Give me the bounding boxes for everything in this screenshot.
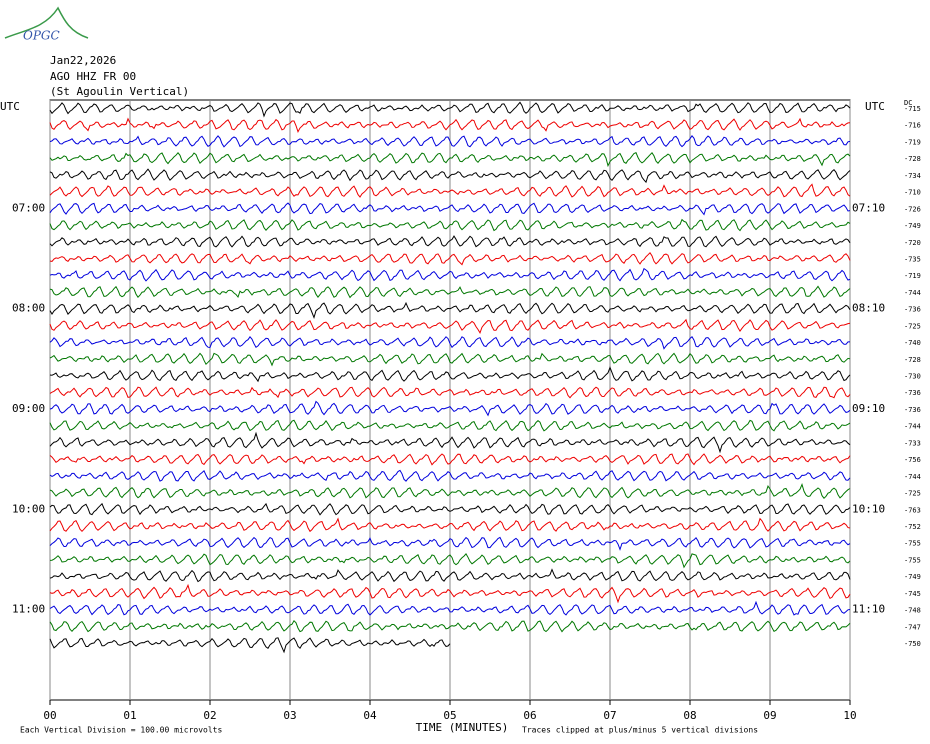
trace: [49, 502, 851, 516]
trace: [49, 101, 851, 118]
trace: [49, 202, 851, 216]
dc-value: -763: [904, 506, 921, 514]
dc-title: DC: [904, 99, 912, 107]
dc-value: -744: [904, 289, 921, 297]
x-axis-title: TIME (MINUTES): [416, 721, 509, 734]
trace: [49, 252, 851, 266]
logo-arc: [4, 6, 89, 39]
trace: [49, 536, 851, 551]
trace: [49, 168, 851, 184]
station-name: (St Agoulin Vertical): [50, 85, 189, 98]
dc-value: -736: [904, 306, 921, 314]
trace: [49, 318, 851, 334]
dc-value: -755: [904, 540, 921, 548]
trace: [49, 453, 851, 466]
trace: [49, 568, 851, 583]
dc-value: -736: [904, 406, 921, 414]
trace: [49, 419, 851, 432]
dc-value: -725: [904, 490, 921, 498]
trace: [49, 218, 851, 232]
right-hour-label: 10:10: [852, 502, 885, 515]
trace: [49, 285, 851, 299]
trace: [49, 600, 851, 616]
trace: [49, 117, 851, 133]
trace: [49, 619, 851, 633]
left-hour-label: 09:00: [12, 402, 45, 415]
trace: [49, 267, 851, 282]
dc-value: -734: [904, 172, 921, 180]
dc-value: -744: [904, 423, 921, 431]
dc-value: -728: [904, 155, 921, 163]
trace: [49, 152, 851, 168]
dc-value: -710: [904, 189, 921, 197]
dc-value: -756: [904, 456, 921, 464]
trace: [49, 431, 851, 454]
dc-value: -733: [904, 439, 921, 447]
trace: [49, 301, 851, 320]
dc-value: -735: [904, 255, 921, 263]
trace: [49, 235, 851, 248]
left-hour-label: 11:00: [12, 603, 45, 616]
clip-note: Traces clipped at plus/minus 5 vertical …: [522, 726, 758, 735]
dc-value: -745: [904, 590, 921, 598]
left-hour-label: 08:00: [12, 302, 45, 315]
left-axis-title: UTC: [0, 100, 20, 113]
trace: [49, 366, 851, 383]
x-tick-label: 06: [523, 709, 536, 722]
dc-value: -752: [904, 523, 921, 531]
x-tick-label: 00: [43, 709, 56, 722]
dc-value: -725: [904, 322, 921, 330]
dc-value: -719: [904, 138, 921, 146]
dc-value: -740: [904, 339, 921, 347]
trace: [49, 483, 851, 499]
x-tick-label: 01: [123, 709, 136, 722]
dc-value: -719: [904, 272, 921, 280]
trace: [49, 386, 851, 399]
dc-value: -750: [904, 640, 921, 648]
trace: [49, 469, 851, 482]
trace: [49, 517, 851, 533]
dc-value: -720: [904, 239, 921, 247]
x-tick-label: 03: [283, 709, 296, 722]
station: AGO HHZ FR 00: [50, 70, 136, 83]
right-hour-label: 08:10: [852, 302, 885, 315]
trace: [49, 637, 451, 654]
dc-value: -748: [904, 607, 921, 615]
right-hour-label: 11:10: [852, 603, 885, 616]
x-tick-label: 04: [363, 709, 377, 722]
trace: [49, 583, 851, 604]
left-hour-label: 07:00: [12, 201, 45, 214]
left-hour-label: 10:00: [12, 502, 45, 515]
dc-value: -728: [904, 356, 921, 364]
dc-value: -716: [904, 122, 921, 130]
scale-note: Each Vertical Division = 100.00 microvol…: [20, 726, 222, 735]
dc-value: -749: [904, 222, 921, 230]
date: Jan22,2026: [50, 54, 116, 67]
right-hour-label: 07:10: [852, 201, 885, 214]
x-tick-label: 08: [683, 709, 696, 722]
trace: [49, 183, 851, 198]
dc-value: -726: [904, 205, 921, 213]
right-hour-label: 09:10: [852, 402, 885, 415]
dc-value: -736: [904, 389, 921, 397]
trace: [49, 553, 851, 569]
trace: [49, 134, 851, 148]
dc-value: -749: [904, 573, 921, 581]
dc-value: -747: [904, 623, 921, 631]
trace: [49, 400, 851, 417]
dc-value: -715: [904, 105, 921, 113]
trace: [49, 335, 850, 350]
x-tick-label: 07: [603, 709, 616, 722]
x-tick-label: 05: [443, 709, 456, 722]
x-tick-label: 10: [843, 709, 856, 722]
right-axis-title: UTC: [865, 100, 885, 113]
x-tick-label: 09: [763, 709, 776, 722]
x-tick-label: 02: [203, 709, 216, 722]
dc-value: -744: [904, 473, 921, 481]
trace: [49, 352, 851, 367]
dc-value: -755: [904, 556, 921, 564]
logo: OPGC: [23, 29, 60, 43]
dc-value: -730: [904, 373, 921, 381]
